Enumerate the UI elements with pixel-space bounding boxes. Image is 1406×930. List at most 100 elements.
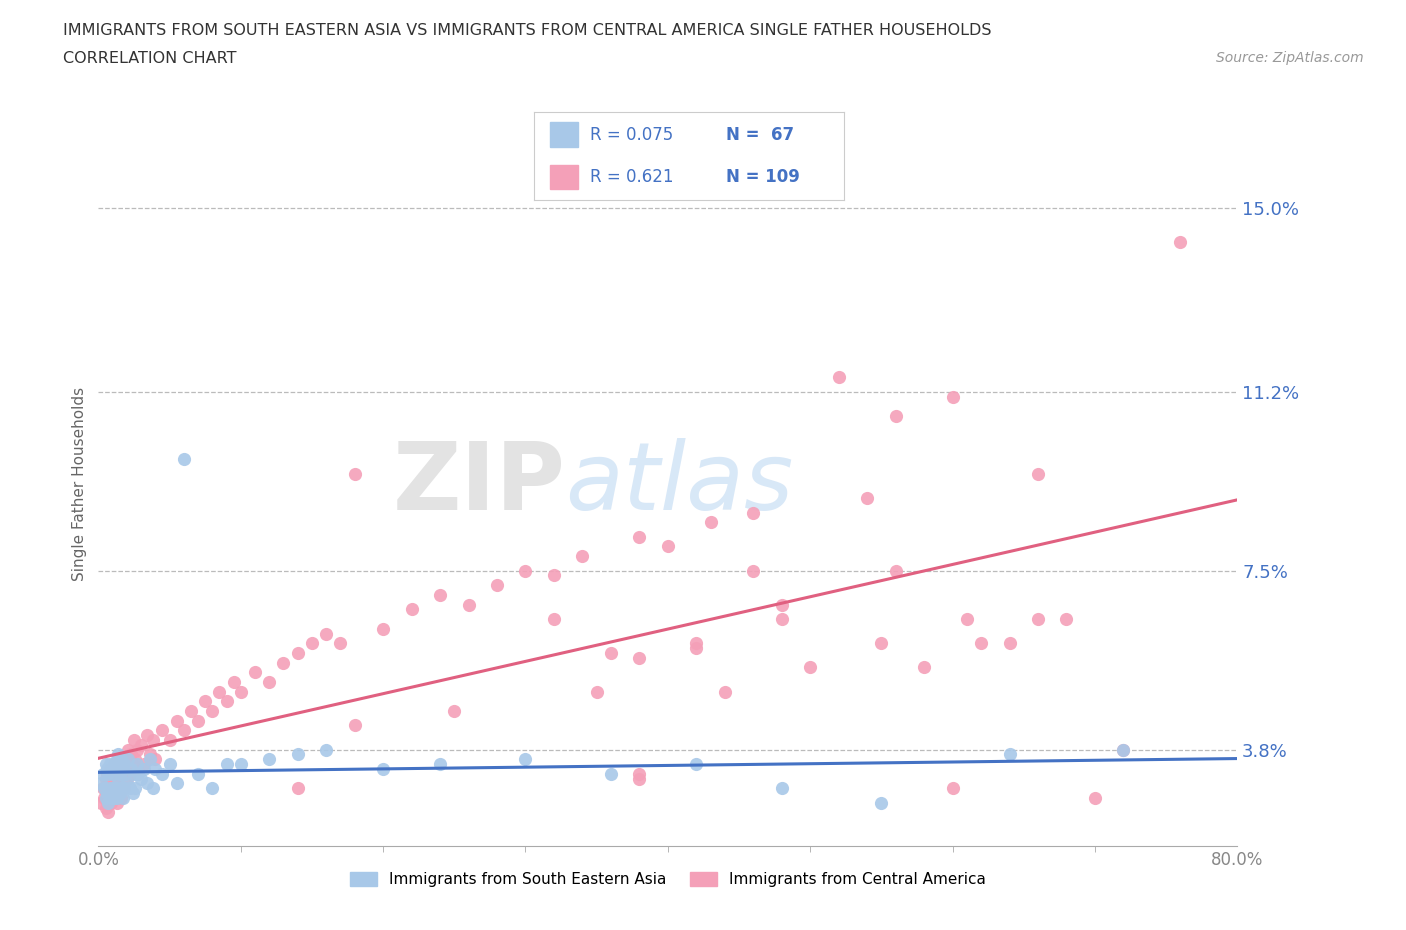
Point	[122, 733, 145, 748]
Point	[110, 790, 132, 805]
Point	[173, 452, 195, 467]
Text: N =  67: N = 67	[725, 126, 794, 143]
Point	[884, 408, 907, 423]
Text: R = 0.075: R = 0.075	[591, 126, 673, 143]
Point	[124, 751, 146, 766]
Point	[118, 766, 141, 781]
Point	[100, 766, 122, 781]
Point	[108, 766, 131, 781]
Point	[132, 762, 155, 777]
Point	[486, 578, 509, 592]
Point	[100, 790, 122, 805]
Point	[120, 747, 142, 762]
Point	[1112, 742, 1135, 757]
Point	[127, 766, 149, 781]
Point	[699, 515, 721, 530]
Point	[108, 776, 131, 790]
Point	[138, 751, 160, 766]
Point	[121, 757, 143, 772]
Point	[94, 771, 117, 786]
Point	[600, 645, 623, 660]
Point	[112, 781, 135, 796]
Point	[103, 757, 125, 772]
Point	[129, 737, 152, 752]
Point	[998, 747, 1021, 762]
Point	[100, 762, 122, 777]
Bar	[550, 122, 578, 147]
Point	[103, 790, 125, 805]
Point	[770, 597, 793, 612]
Text: N = 109: N = 109	[725, 168, 800, 186]
Point	[429, 757, 451, 772]
Point	[970, 636, 993, 651]
Point	[685, 641, 707, 656]
Point	[110, 781, 132, 796]
Point	[301, 636, 323, 651]
Point	[135, 727, 157, 742]
Y-axis label: Single Father Households: Single Father Households	[72, 387, 87, 580]
Text: Source: ZipAtlas.com: Source: ZipAtlas.com	[1216, 51, 1364, 65]
Point	[628, 650, 651, 665]
Point	[114, 751, 136, 766]
Point	[127, 762, 149, 777]
Point	[515, 751, 537, 766]
Point	[101, 766, 124, 781]
Point	[870, 795, 893, 810]
Point	[259, 674, 281, 689]
Point	[856, 491, 879, 506]
Point	[1112, 742, 1135, 757]
Point	[91, 781, 114, 796]
Point	[742, 505, 765, 520]
Text: CORRELATION CHART: CORRELATION CHART	[63, 51, 236, 66]
Point	[108, 786, 131, 801]
Point	[657, 539, 679, 554]
Point	[100, 795, 122, 810]
Point	[187, 713, 209, 728]
Point	[96, 766, 118, 781]
Point	[94, 757, 117, 772]
Point	[152, 723, 174, 737]
Point	[194, 694, 217, 709]
Point	[714, 684, 737, 699]
Point	[132, 757, 155, 772]
Point	[111, 762, 134, 777]
Point	[373, 621, 395, 636]
Point	[628, 766, 651, 781]
Point	[105, 751, 128, 766]
Point	[98, 762, 121, 777]
Point	[117, 742, 139, 757]
Point	[571, 549, 593, 564]
Point	[97, 795, 120, 810]
Point	[98, 757, 121, 772]
Point	[457, 597, 479, 612]
Point	[112, 781, 135, 796]
Point	[129, 771, 152, 786]
Point	[287, 645, 309, 660]
Point	[90, 776, 112, 790]
Point	[125, 742, 148, 757]
Point	[122, 766, 145, 781]
Point	[287, 781, 309, 796]
Point	[187, 766, 209, 781]
Point	[259, 751, 281, 766]
Point	[145, 751, 167, 766]
Point	[96, 786, 118, 801]
Point	[107, 747, 129, 762]
Point	[138, 747, 160, 762]
Point	[159, 733, 181, 748]
Point	[998, 636, 1021, 651]
Point	[145, 762, 167, 777]
Point	[120, 762, 142, 777]
Point	[111, 790, 134, 805]
Bar	[550, 165, 578, 190]
Text: IMMIGRANTS FROM SOUTH EASTERN ASIA VS IMMIGRANTS FROM CENTRAL AMERICA SINGLE FAT: IMMIGRANTS FROM SOUTH EASTERN ASIA VS IM…	[63, 23, 991, 38]
Point	[108, 766, 131, 781]
Point	[515, 564, 537, 578]
Point	[115, 771, 138, 786]
Point	[121, 786, 143, 801]
Point	[770, 781, 793, 796]
Point	[93, 790, 115, 805]
Point	[94, 790, 117, 805]
Point	[429, 588, 451, 603]
Text: ZIP: ZIP	[392, 438, 565, 529]
